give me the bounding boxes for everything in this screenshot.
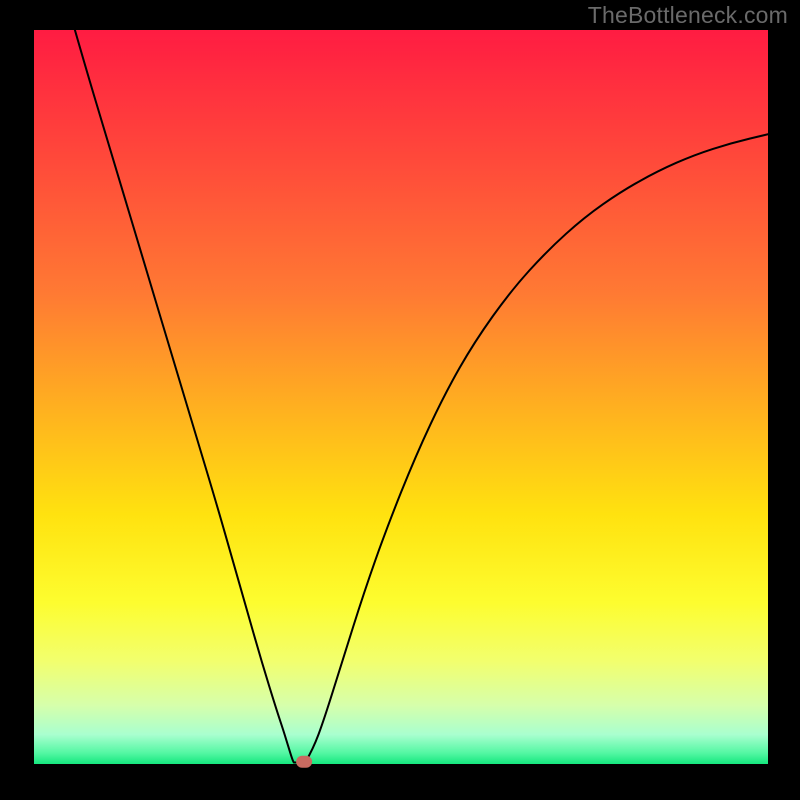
- watermark-text: TheBottleneck.com: [588, 2, 788, 29]
- bottleneck-chart: [0, 0, 800, 800]
- chart-gradient-background: [34, 30, 768, 764]
- optimal-point-marker: [296, 756, 312, 768]
- chart-container: TheBottleneck.com: [0, 0, 800, 800]
